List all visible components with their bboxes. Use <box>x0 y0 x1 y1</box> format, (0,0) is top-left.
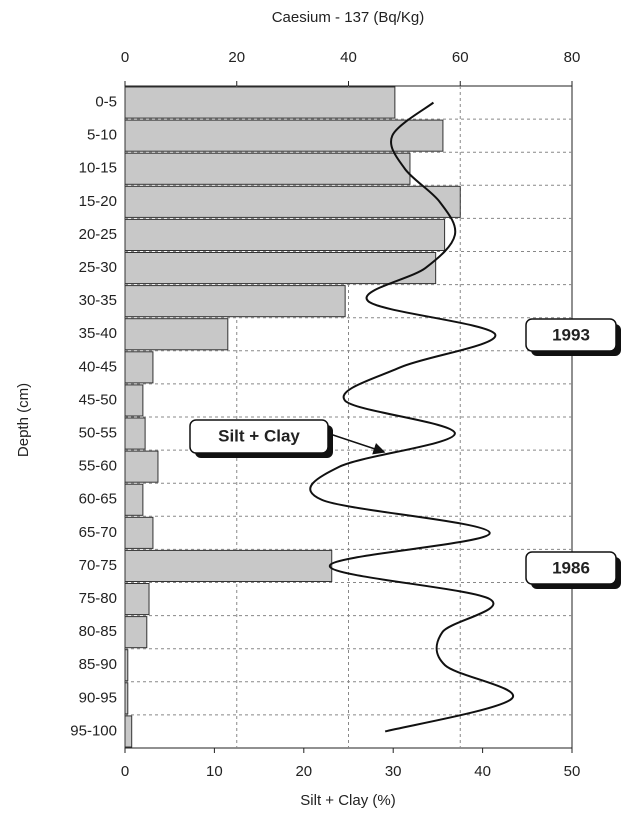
bar <box>124 483 144 516</box>
y-tick-label: 30-35 <box>79 292 117 309</box>
y-tick-label: 65-70 <box>79 524 117 541</box>
bar <box>124 351 154 384</box>
y-tick-label: 40-45 <box>79 358 117 375</box>
x-tick-label: 30 <box>385 763 402 780</box>
top-axis-title: Caesium - 137 (Bq/Kg) <box>272 9 425 26</box>
bar <box>124 384 144 417</box>
bar <box>124 285 346 318</box>
y-tick-label: 0-5 <box>95 94 117 111</box>
y-tick-label: 80-85 <box>79 623 117 640</box>
bar <box>124 715 133 748</box>
bar <box>124 649 129 682</box>
y-tick-label: 20-25 <box>79 226 117 243</box>
bar <box>124 682 129 715</box>
bar <box>124 417 146 450</box>
top-tick-label: 80 <box>564 49 581 66</box>
y-tick-label: 25-30 <box>79 259 117 276</box>
y-axis-title: Depth (cm) <box>15 383 32 457</box>
top-tick-label: 0 <box>121 49 129 66</box>
y-tick-label: 85-90 <box>79 656 117 673</box>
x-tick-label: 40 <box>474 763 491 780</box>
bar <box>124 152 411 185</box>
bar <box>124 86 396 119</box>
y-tick-label: 5-10 <box>87 127 117 144</box>
y-tick-label: 10-15 <box>79 160 117 177</box>
x-tick-label: 50 <box>564 763 581 780</box>
annotation-text: 1986 <box>552 558 590 577</box>
bar <box>124 318 229 351</box>
y-tick-label: 35-40 <box>79 325 117 342</box>
top-tick-label: 20 <box>228 49 245 66</box>
bar <box>124 185 461 218</box>
y-tick-label: 95-100 <box>70 722 117 739</box>
y-tick-label: 45-50 <box>79 391 117 408</box>
y-tick-label: 55-60 <box>79 458 117 475</box>
bar <box>124 516 154 549</box>
x-tick-label: 0 <box>121 763 129 780</box>
x-axis-title: Silt + Clay (%) <box>300 792 395 809</box>
annotation-1993: 1993 <box>525 318 621 356</box>
y-tick-label: 15-20 <box>79 193 117 210</box>
bar <box>124 218 446 251</box>
y-tick-label: 50-55 <box>79 425 117 442</box>
line <box>309 101 514 733</box>
line-callout: Silt + Clay <box>189 419 386 458</box>
x-tick-label: 10 <box>206 763 223 780</box>
bar <box>124 549 333 583</box>
bar <box>124 119 444 152</box>
y-tick-label: 60-65 <box>79 491 117 508</box>
x-tick-label: 20 <box>295 763 312 780</box>
annotation-1986: 1986 <box>525 551 621 589</box>
y-tick-label: 75-80 <box>79 590 117 607</box>
bar <box>124 616 148 649</box>
bar <box>124 252 437 285</box>
annotation-text: 1993 <box>552 325 590 344</box>
y-tick-label: 70-75 <box>79 557 117 574</box>
callout-text: Silt + Clay <box>218 426 300 445</box>
bar <box>124 450 159 483</box>
top-tick-label: 60 <box>452 49 469 66</box>
bar <box>124 583 150 616</box>
top-tick-label: 40 <box>340 49 357 66</box>
y-tick-label: 90-95 <box>79 689 117 706</box>
plot: 0 20 40 60 80 0 10 20 30 40 50 0-5 5-10 10-15 15-20 20-… <box>70 49 580 780</box>
